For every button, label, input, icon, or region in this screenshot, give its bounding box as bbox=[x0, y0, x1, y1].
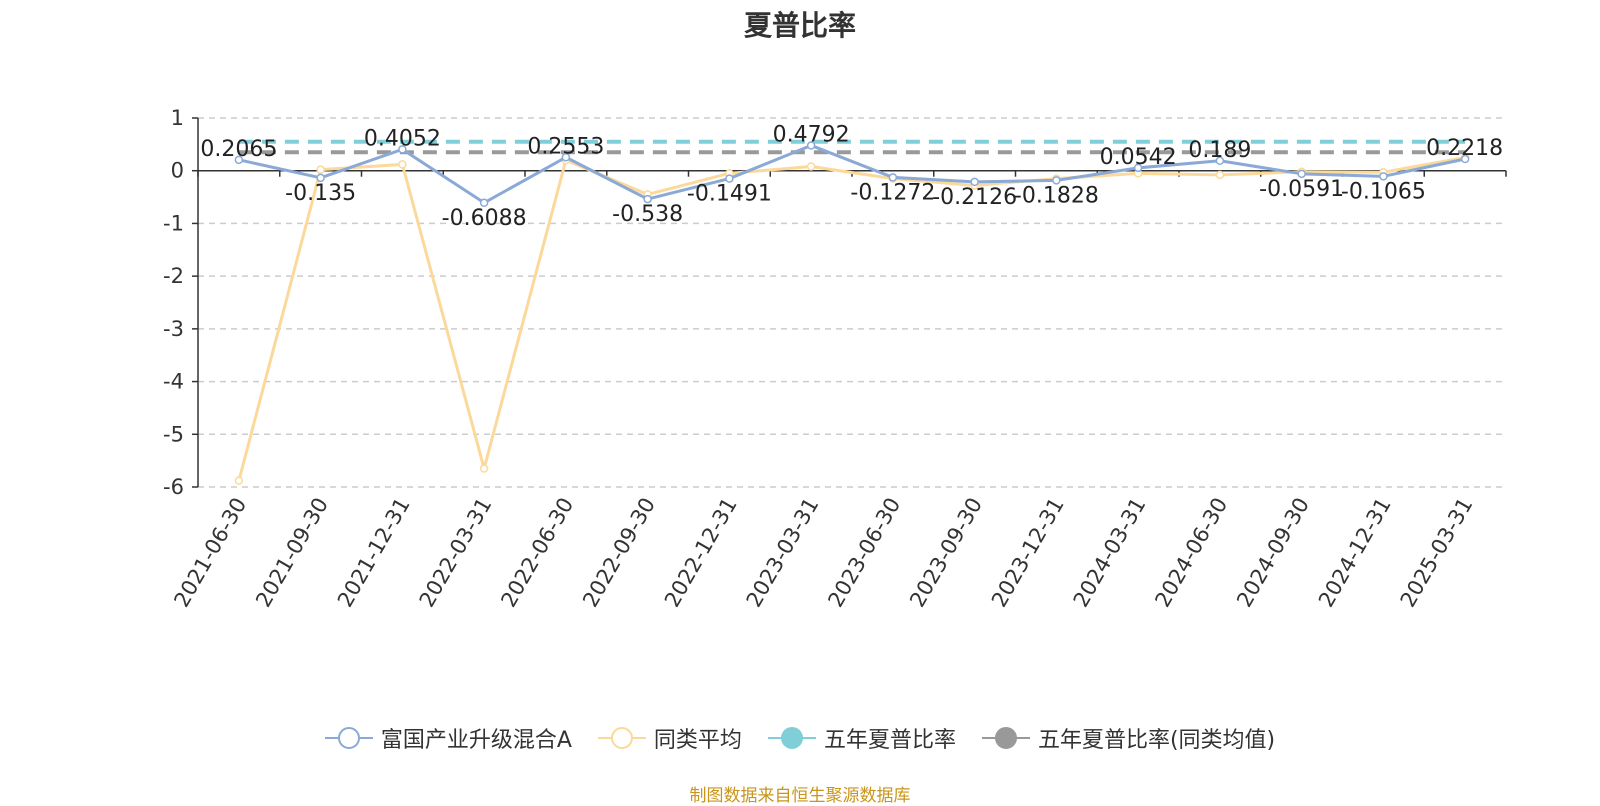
fund-sharpe-point bbox=[1133, 163, 1143, 173]
x-tick-label: 2022-06-30 bbox=[496, 494, 578, 612]
data-label: -0.1272 bbox=[850, 180, 935, 205]
fund-sharpe-point bbox=[1052, 176, 1061, 185]
data-label: -0.1491 bbox=[687, 182, 772, 207]
legend-hollow-circle-icon bbox=[597, 727, 646, 749]
peer-average-point bbox=[316, 165, 325, 174]
fund-sharpe-point bbox=[1297, 169, 1306, 179]
peer-average-point bbox=[479, 464, 489, 473]
fund-sharpe-point bbox=[234, 155, 244, 165]
data-label: -0.135 bbox=[285, 181, 356, 206]
data-label: 0.2065 bbox=[200, 137, 277, 162]
legend-label: 五年夏普比率 bbox=[823, 728, 956, 753]
data-label: 0.4052 bbox=[364, 126, 441, 151]
y-tick-label: -5 bbox=[163, 422, 184, 446]
data-label: -0.0591 bbox=[1259, 177, 1344, 202]
x-tick-label: 2021-06-30 bbox=[169, 494, 251, 612]
x-tick-label: 2023-03-31 bbox=[742, 494, 824, 612]
x-tick-label: 2025-03-31 bbox=[1396, 494, 1478, 612]
y-tick-label: -6 bbox=[163, 475, 184, 499]
legend-item-five-year[interactable]: 五年夏普比率 bbox=[767, 722, 956, 754]
fund-sharpe-point bbox=[806, 141, 816, 150]
fund-sharpe-point bbox=[888, 173, 898, 182]
legend-item-fund[interactable]: 富国产业升级混合A bbox=[324, 722, 572, 754]
fund-sharpe-point bbox=[970, 177, 979, 187]
y-tick-label: -1 bbox=[163, 211, 184, 235]
legend-hollow-circle-icon bbox=[324, 727, 373, 749]
grid-lines bbox=[198, 117, 1506, 488]
data-labels: 0.2065-0.1350.4052-0.60880.2553-0.538-0.… bbox=[200, 122, 1503, 230]
data-label: -0.1065 bbox=[1341, 179, 1426, 204]
fund-sharpe-point bbox=[316, 173, 325, 183]
data-label: 0.2218 bbox=[1426, 136, 1503, 161]
legend-item-five-year-peer[interactable]: 五年夏普比率(同类均值) bbox=[981, 722, 1276, 754]
x-tick-label: 2021-12-31 bbox=[333, 494, 415, 612]
x-tick-label: 2023-06-30 bbox=[823, 494, 905, 612]
fund-sharpe-line bbox=[238, 143, 1466, 205]
fund-sharpe-point bbox=[561, 153, 571, 162]
y-tick-label: -3 bbox=[163, 317, 184, 341]
data-label: -0.1828 bbox=[1014, 183, 1099, 208]
legend-item-peer-avg[interactable]: 同类平均 bbox=[597, 722, 742, 754]
fund-sharpe-point bbox=[725, 174, 734, 183]
x-tick-label: 2022-03-31 bbox=[415, 494, 497, 612]
source-note: 制图数据来自恒生聚源数据库 bbox=[689, 786, 911, 806]
x-tick-label: 2024-06-30 bbox=[1150, 494, 1232, 612]
legend-filled-circle-icon bbox=[767, 727, 816, 749]
fund-sharpe-point bbox=[398, 145, 407, 154]
x-tick-label: 2023-12-31 bbox=[987, 494, 1069, 612]
peer-average-point bbox=[1215, 170, 1225, 180]
x-tick-label: 2022-09-30 bbox=[578, 494, 660, 612]
data-label: 0.4792 bbox=[773, 122, 850, 147]
fund-sharpe-point bbox=[643, 194, 652, 204]
series-lines bbox=[234, 141, 1470, 485]
peer-average-point bbox=[806, 162, 816, 171]
fund-sharpe-point bbox=[1460, 154, 1470, 164]
x-tick-label: 2021-09-30 bbox=[251, 494, 333, 612]
legend: 富国产业升级混合A 同类平均 五年夏普比率 五年夏普比率(同类均值) bbox=[0, 722, 1600, 754]
y-tick-label: -4 bbox=[163, 370, 184, 394]
y-tick-label: 0 bbox=[171, 159, 184, 183]
x-tick-label: 2023-09-30 bbox=[905, 494, 987, 612]
x-tick-label: 2022-12-31 bbox=[660, 494, 742, 612]
peer-average-point bbox=[398, 160, 407, 169]
y-tick-label: 1 bbox=[171, 106, 184, 130]
x-tick-label: 2024-09-30 bbox=[1232, 494, 1314, 612]
fund-sharpe-point bbox=[1215, 156, 1225, 166]
chart-title: 夏普比率 bbox=[743, 9, 856, 42]
fund-sharpe-point bbox=[479, 198, 489, 208]
peer-average-point bbox=[234, 476, 244, 485]
y-tick-label: -2 bbox=[163, 264, 184, 288]
peer-average-line bbox=[237, 156, 1466, 482]
x-tick-label: 2024-03-31 bbox=[1069, 494, 1151, 612]
data-label: 0.189 bbox=[1188, 138, 1251, 163]
fund-sharpe-point bbox=[1379, 172, 1388, 181]
legend-filled-circle-icon bbox=[981, 727, 1030, 749]
legend-label: 同类平均 bbox=[653, 728, 742, 753]
data-label: 0.2553 bbox=[527, 134, 604, 159]
x-tick-label: 2024-12-31 bbox=[1314, 494, 1396, 612]
legend-label: 富国产业升级混合A bbox=[380, 728, 572, 753]
data-label: -0.6088 bbox=[442, 206, 527, 231]
data-label: -0.2126 bbox=[932, 185, 1017, 210]
legend-label: 五年夏普比率(同类均值) bbox=[1037, 728, 1276, 753]
data-label: -0.538 bbox=[612, 202, 683, 227]
data-label: 0.0542 bbox=[1100, 145, 1177, 170]
reference-lines bbox=[238, 139, 1466, 155]
